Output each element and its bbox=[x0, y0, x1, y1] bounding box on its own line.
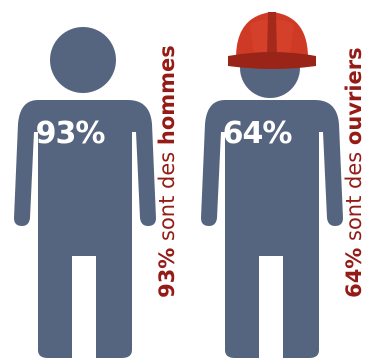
figure-2-caption-word: ouvriers bbox=[342, 47, 365, 145]
figure-1-caption-percent: 93% bbox=[155, 248, 179, 298]
figure-2-percent-label: 64% bbox=[223, 116, 293, 151]
figure-1-percent-label: 93% bbox=[36, 116, 106, 151]
figure-1-caption-word: hommes bbox=[155, 45, 179, 145]
figure-2-caption-percent: 64% bbox=[342, 248, 365, 298]
hard-hat-icon bbox=[228, 12, 316, 69]
worker-with-hard-hat-icon bbox=[201, 12, 343, 358]
person-icon bbox=[14, 27, 156, 358]
svg-text:93% sont des hommes: 93% sont des hommes bbox=[155, 0, 179, 358]
figure-1-vertical-caption: 93% sont des hommes bbox=[155, 0, 179, 358]
svg-text:64% sont des ouvriers: 64% sont des ouvriers bbox=[342, 1, 365, 358]
figure-2-vertical-caption: 64% sont des ouvriers bbox=[342, 1, 365, 358]
figure-2-caption-middle: sont des bbox=[342, 145, 365, 248]
figure-1-caption-middle: sont des bbox=[155, 145, 179, 248]
